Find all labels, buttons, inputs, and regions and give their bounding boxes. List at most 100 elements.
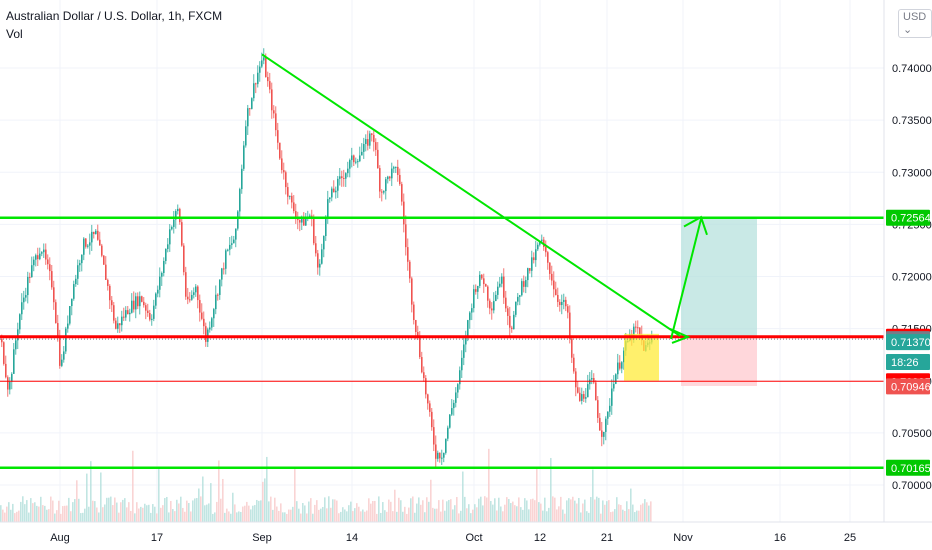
volume-bar bbox=[70, 511, 72, 522]
candle-body bbox=[127, 310, 129, 315]
volume-bar bbox=[622, 509, 624, 522]
volume-bar bbox=[512, 501, 514, 522]
volume-bar bbox=[460, 510, 462, 522]
candle-body bbox=[249, 108, 251, 110]
volume-bar bbox=[76, 480, 78, 522]
candle-body bbox=[279, 142, 281, 159]
volume-bar bbox=[384, 510, 386, 522]
candle-body bbox=[483, 278, 485, 285]
volume-bar bbox=[394, 489, 396, 522]
volume-bar bbox=[186, 500, 188, 522]
volume-bar bbox=[428, 501, 430, 522]
volume-bar bbox=[344, 509, 346, 522]
candle-body bbox=[613, 383, 615, 389]
candle-body bbox=[131, 300, 133, 313]
trendline[interactable] bbox=[261, 53, 681, 337]
candle-body bbox=[95, 230, 97, 234]
candle-body bbox=[453, 402, 455, 409]
candle-body bbox=[371, 133, 373, 135]
candle-body bbox=[623, 350, 625, 363]
candle-body bbox=[267, 77, 269, 82]
candle-body bbox=[315, 243, 317, 254]
volume-bar bbox=[514, 505, 516, 522]
volume-bar bbox=[56, 510, 58, 522]
volume-bar bbox=[518, 497, 520, 522]
price-scale[interactable] bbox=[884, 0, 932, 550]
volume-bar bbox=[250, 509, 252, 522]
candle-body bbox=[437, 452, 439, 459]
candle-body bbox=[347, 168, 349, 174]
x-tick-label: 17 bbox=[151, 532, 163, 544]
volume-bar bbox=[636, 510, 638, 522]
candle-body bbox=[589, 379, 591, 385]
volume-bar bbox=[378, 496, 380, 522]
volume-bar bbox=[190, 511, 192, 522]
volume-bar bbox=[640, 504, 642, 522]
candle-body bbox=[457, 384, 459, 393]
candle-body bbox=[353, 155, 355, 163]
volume-bar bbox=[508, 499, 510, 522]
candle-body bbox=[469, 312, 471, 321]
volume-bar bbox=[504, 504, 506, 522]
volume-bar bbox=[624, 510, 626, 522]
volume-bar bbox=[230, 513, 232, 522]
volume-bar bbox=[92, 500, 94, 522]
volume-bar bbox=[86, 473, 88, 522]
candle-body bbox=[223, 268, 225, 270]
currency-selector[interactable]: USD ⌄ bbox=[898, 9, 932, 38]
volume-bar bbox=[572, 496, 574, 522]
candle-body bbox=[293, 202, 295, 212]
volume-bar bbox=[586, 511, 588, 522]
volume-bar bbox=[578, 497, 580, 522]
candle-body bbox=[351, 155, 353, 161]
volume-bar bbox=[40, 496, 42, 522]
candle-body bbox=[587, 384, 589, 398]
candle-body bbox=[559, 301, 561, 306]
candle-body bbox=[617, 362, 619, 375]
candle-body bbox=[197, 286, 199, 301]
candle-body bbox=[473, 289, 475, 309]
candle-body bbox=[485, 284, 487, 287]
candle-body bbox=[375, 142, 377, 150]
y-tick-label: 0.73500 bbox=[892, 115, 932, 127]
candle-body bbox=[123, 316, 125, 318]
volume-bar bbox=[308, 501, 310, 522]
volume-bar bbox=[604, 504, 606, 522]
volume-bar bbox=[416, 503, 418, 522]
candle-body bbox=[561, 301, 563, 306]
volume-bar bbox=[142, 507, 144, 522]
volume-bar bbox=[644, 499, 646, 522]
candle-body bbox=[365, 139, 367, 144]
volume-bar bbox=[94, 501, 96, 522]
candle-body bbox=[133, 300, 135, 310]
candle-body bbox=[633, 326, 635, 340]
volume-bar bbox=[550, 457, 552, 522]
volume-bar bbox=[464, 496, 466, 522]
volume-bar bbox=[254, 505, 256, 522]
candle-body bbox=[45, 249, 47, 260]
volume-bar bbox=[322, 507, 324, 522]
volume-bar bbox=[386, 511, 388, 522]
volume-bar bbox=[376, 513, 378, 522]
candle-body bbox=[549, 262, 551, 274]
volume-bar bbox=[188, 503, 190, 522]
volume-bar bbox=[266, 456, 268, 522]
volume-bar bbox=[284, 512, 286, 522]
volume-bar bbox=[238, 511, 240, 522]
candle-body bbox=[545, 246, 547, 253]
x-tick-label: Aug bbox=[50, 532, 70, 544]
candle-body bbox=[285, 172, 287, 188]
candle-body bbox=[349, 160, 351, 169]
x-tick-label: Nov bbox=[673, 532, 693, 544]
volume-bar bbox=[274, 497, 276, 522]
volume-bar bbox=[182, 507, 184, 522]
candle-body bbox=[501, 276, 503, 284]
candle-body bbox=[339, 176, 341, 179]
candle-body bbox=[497, 286, 499, 295]
volume-bar bbox=[646, 502, 648, 522]
candle-body bbox=[637, 327, 639, 329]
candle-body bbox=[297, 218, 299, 221]
candle-body bbox=[331, 188, 333, 198]
projection-arrow[interactable] bbox=[670, 218, 702, 340]
